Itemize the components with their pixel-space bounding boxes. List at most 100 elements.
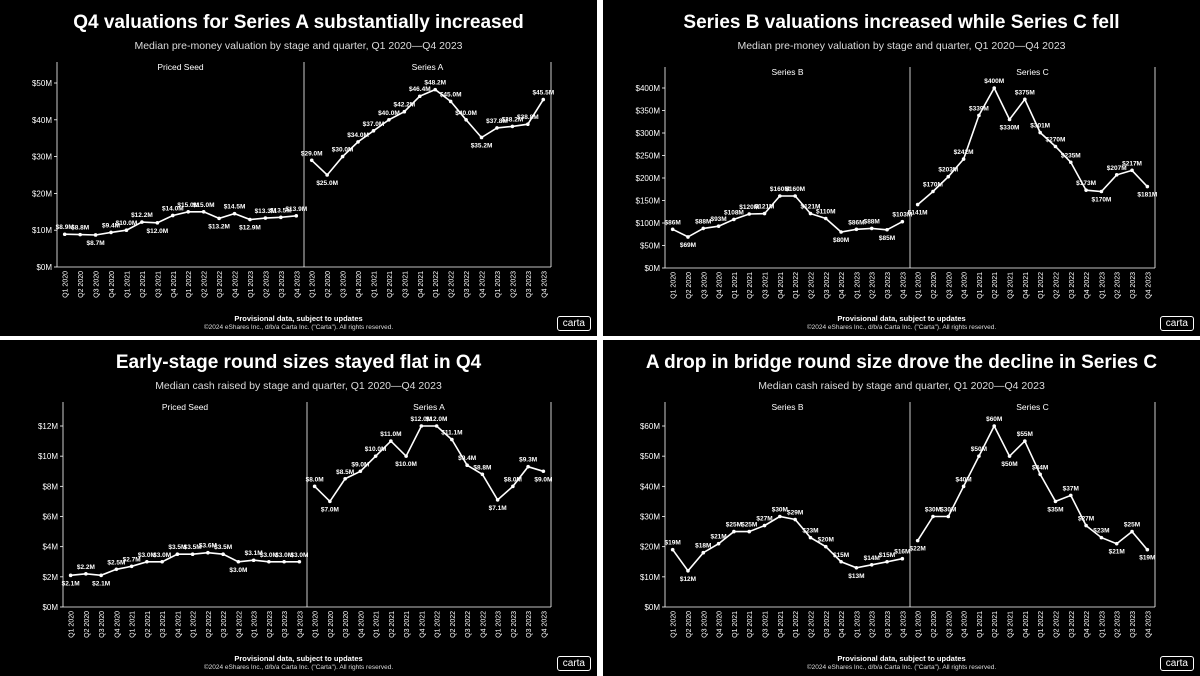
data-point <box>808 211 813 216</box>
chart-panel-b-c-cash: A drop in bridge round size drove the de… <box>603 340 1200 676</box>
y-tick-label: $0M <box>644 264 660 273</box>
x-tick-label: Q4 2021 <box>1023 611 1030 638</box>
data-label: $37.0M <box>363 121 385 128</box>
data-label: $11.0M <box>380 431 401 438</box>
chart-title: Q4 valuations for Series A substantially… <box>73 12 524 33</box>
data-label: $34.0M <box>347 132 369 139</box>
data-label: $14.0M <box>162 205 184 212</box>
y-tick-label: $4M <box>42 543 58 552</box>
data-point <box>217 216 221 221</box>
data-point <box>328 499 332 504</box>
x-tick-label: Q4 2020 <box>962 611 969 638</box>
data-point <box>915 202 920 207</box>
data-label: $10.0M <box>395 461 417 468</box>
x-tick-label: Q3 2023 <box>885 272 892 299</box>
data-label: $50M <box>971 446 987 453</box>
data-label: $23M <box>1093 528 1109 535</box>
data-point <box>325 173 329 177</box>
x-tick-label: Q3 2023 <box>279 271 286 298</box>
data-label: $9.4M <box>102 222 120 229</box>
data-label: $40.0M <box>455 110 477 117</box>
y-tick-label: $100M <box>636 219 661 228</box>
data-label: $27M <box>756 516 772 523</box>
data-label: $35M <box>1047 506 1063 513</box>
data-label: $14.5M <box>224 204 246 211</box>
data-point <box>762 523 767 528</box>
data-point <box>1007 454 1012 458</box>
x-tick-label: Q1 2022 <box>793 611 800 638</box>
data-label: $170M <box>923 182 943 189</box>
data-point <box>404 454 408 458</box>
data-label: $38.2M <box>502 116 524 123</box>
x-tick-label: Q4 2022 <box>233 271 240 298</box>
data-point <box>1145 184 1150 189</box>
x-tick-label: Q1 2021 <box>732 611 739 638</box>
x-tick-label: Q1 2023 <box>854 611 861 638</box>
x-tick-label: Q2 2023 <box>511 611 518 638</box>
data-point <box>510 124 515 129</box>
data-label: $55M <box>1017 431 1033 438</box>
data-label: $21M <box>1109 549 1125 556</box>
x-tick-label: Q4 2022 <box>839 272 846 299</box>
x-tick-label: Q1 2023 <box>248 271 255 298</box>
data-label: $3.0M <box>153 552 171 559</box>
copyright: ©2024 eShares Inc., d/b/a Carta Inc. ("C… <box>806 324 997 331</box>
line-chart: $0M $10M $20M $30M $40M $50M $60M Series B Q1 20… <box>640 402 1155 638</box>
data-point <box>343 476 347 481</box>
x-tick-label: Q2 2021 <box>992 272 999 299</box>
data-label: $141M <box>908 210 928 217</box>
data-label: $3.5M <box>184 544 202 551</box>
data-label: $42.2M <box>394 102 416 109</box>
y-tick-label: $10M <box>640 573 660 582</box>
x-tick-label: Q4 2020 <box>109 271 116 298</box>
data-label: $88M <box>695 218 711 225</box>
x-tick-label: Q1 2022 <box>186 271 193 298</box>
data-label: $339M <box>969 105 989 112</box>
data-point <box>915 538 920 543</box>
data-point <box>526 122 530 127</box>
chart-subtitle: Median pre-money valuation by stage and … <box>134 40 463 52</box>
x-tick-label: Q2 2022 <box>202 271 209 298</box>
x-tick-label: Q1 2020 <box>671 611 678 638</box>
x-tick-label: Q1 2020 <box>69 611 76 638</box>
data-point <box>155 221 160 225</box>
x-tick-label: Q2 2021 <box>747 611 754 638</box>
data-label: $330M <box>1000 125 1020 132</box>
x-tick-label: Q2 2022 <box>449 271 456 298</box>
y-tick-label: $2M <box>42 573 58 582</box>
facet-label: Series A <box>412 62 444 72</box>
x-tick-label: Q1 2021 <box>374 611 381 638</box>
data-label: $12.0M <box>411 416 433 423</box>
x-tick-label: Q4 2022 <box>480 271 487 298</box>
data-point <box>232 211 237 216</box>
data-label: $23M <box>802 528 818 535</box>
data-label: $160M <box>770 186 790 193</box>
data-point <box>479 135 484 140</box>
chart-panel-seed-a-cash: Early-stage round sizes stayed flat in Q… <box>0 340 597 676</box>
data-label: $50M <box>1001 461 1017 468</box>
x-tick-label: Q2 2023 <box>1115 611 1122 638</box>
data-point <box>701 226 706 231</box>
data-label: $2.2M <box>77 564 95 571</box>
series-line <box>917 86 1148 206</box>
data-label: $11.1M <box>441 430 462 437</box>
data-point <box>221 552 225 557</box>
x-tick-label: Q1 2021 <box>977 272 984 299</box>
x-tick-label: Q4 2020 <box>356 271 363 298</box>
x-tick-label: Q1 2022 <box>793 272 800 299</box>
data-point <box>839 559 843 564</box>
data-label: $46.4M <box>409 86 431 93</box>
chart-title: Series B valuations increased while Seri… <box>683 12 1120 33</box>
data-label: $16M <box>894 549 910 556</box>
series-line <box>672 515 903 573</box>
y-tick-label: $30M <box>640 513 660 522</box>
data-label: $375M <box>1015 89 1035 96</box>
x-tick-label: Q2 2021 <box>389 611 396 638</box>
data-point <box>793 194 797 198</box>
data-label: $14M <box>864 555 880 562</box>
y-tick-label: $250M <box>636 152 661 161</box>
data-label: $10.0M <box>365 446 387 453</box>
x-tick-label: Q3 2020 <box>946 272 953 299</box>
data-label: $29.0M <box>301 150 323 157</box>
footnote: Provisional data, subject to updates <box>234 654 363 663</box>
